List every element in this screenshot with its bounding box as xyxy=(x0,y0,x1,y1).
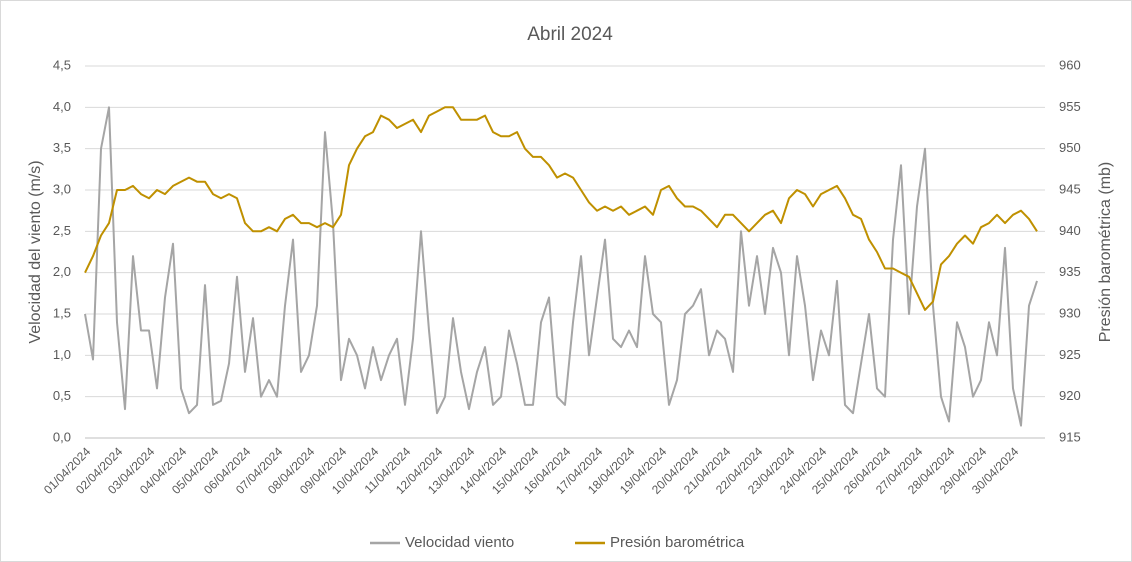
y2-tick-label: 935 xyxy=(1059,264,1081,279)
y2-tick-label: 955 xyxy=(1059,99,1081,114)
y2-tick-label: 920 xyxy=(1059,388,1081,403)
y2-tick-label: 930 xyxy=(1059,305,1081,320)
legend-label: Presión barométrica xyxy=(610,534,745,551)
chart-title: Abril 2024 xyxy=(527,24,613,45)
y2-tick-label: 915 xyxy=(1059,429,1081,444)
y2-tick-label: 940 xyxy=(1059,223,1081,238)
y-tick-label: 0,5 xyxy=(53,388,71,403)
y-tick-label: 1,5 xyxy=(53,305,71,320)
legend-label: Velocidad viento xyxy=(405,534,514,551)
y-tick-label: 3,0 xyxy=(53,181,71,196)
y2-tick-label: 960 xyxy=(1059,57,1081,72)
y2-tick-label: 950 xyxy=(1059,140,1081,155)
y-tick-label: 2,0 xyxy=(53,264,71,279)
y-tick-label: 1,0 xyxy=(53,347,71,362)
y-axis-label: Velocidad del viento (m/s) xyxy=(27,160,44,343)
y-tick-label: 0,0 xyxy=(53,429,71,444)
y-tick-label: 3,5 xyxy=(53,140,71,155)
y-tick-label: 4,0 xyxy=(53,99,71,114)
y-tick-label: 4,5 xyxy=(53,57,71,72)
y-tick-label: 2,5 xyxy=(53,223,71,238)
y2-tick-label: 925 xyxy=(1059,347,1081,362)
y2-axis-label: Presión barométrica (mb) xyxy=(1097,162,1114,343)
series-line xyxy=(84,106,1038,311)
y2-tick-label: 945 xyxy=(1059,181,1081,196)
series-line xyxy=(84,106,1038,427)
